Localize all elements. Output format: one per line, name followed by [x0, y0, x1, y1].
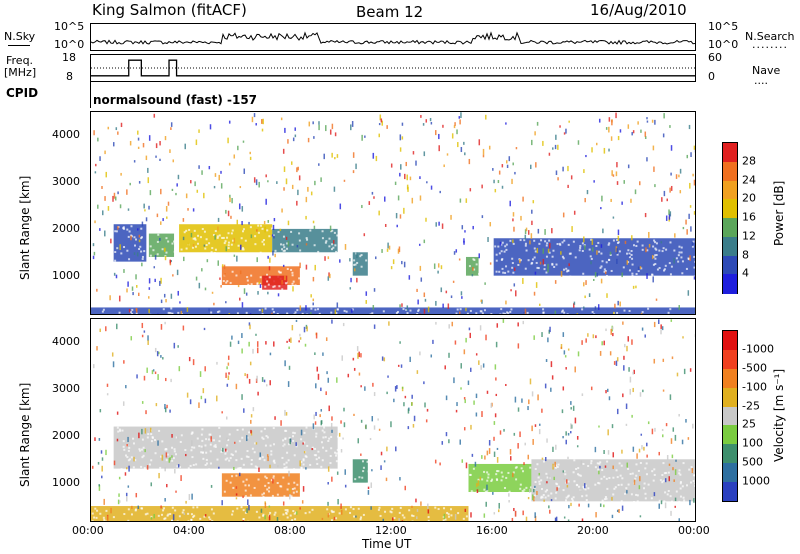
freq-line — [91, 59, 695, 77]
x-axis-label: Time UT — [362, 537, 412, 551]
x-tick-label: 12:00 — [375, 524, 407, 537]
colorbar-segment — [723, 368, 737, 389]
noise-right-bot: 10^0 — [708, 38, 739, 51]
colorbar-tick-label: 20 — [742, 191, 756, 205]
power-colorbar — [722, 142, 738, 294]
colorbar-tick-label: -25 — [742, 399, 760, 413]
y-tick-label: 1000 — [52, 475, 80, 489]
y-tick-label: 1000 — [52, 268, 80, 282]
date-title: 16/Aug/2010 — [590, 1, 687, 19]
colorbar-tick-label: 12 — [742, 229, 756, 243]
scatter-region-6 — [352, 252, 368, 276]
colorbar-segment — [723, 387, 737, 408]
colorbar-tick-label: -1000 — [742, 342, 774, 356]
power-colorbar-label: Power [dB] — [772, 180, 786, 246]
colorbar-segment — [723, 331, 737, 351]
colorbar-tick-label: 16 — [742, 210, 756, 224]
y-tick-label: 4000 — [52, 128, 80, 142]
nsearch-label: N.Search — [745, 30, 795, 43]
colorbar-tick-label: 24 — [742, 173, 756, 186]
colorbar-segment — [723, 425, 737, 445]
power-colorbar-ticks: 28 24 20 16 12 8 4 — [722, 142, 782, 294]
nsearch-dots: ........ — [752, 38, 788, 51]
colorbar-tick-label: 28 — [742, 154, 756, 168]
power-ylabel: Slant Range [km] — [18, 175, 32, 280]
y-tick-label: 2000 — [52, 428, 80, 442]
colorbar-segment — [723, 274, 737, 294]
velocity-colorbar — [722, 330, 738, 502]
scatter-region-5 — [262, 275, 288, 290]
velocity-ylabel: Slant Range [km] — [18, 382, 32, 487]
nave-right-top: 60 — [708, 51, 722, 64]
colorbar-segment — [723, 180, 737, 200]
colorbar-segment — [723, 463, 737, 483]
velocity-panel — [90, 318, 696, 522]
colorbar-segment — [723, 199, 737, 219]
nave-right-bot: 0 — [708, 70, 715, 83]
scatter-region-5 — [91, 506, 469, 521]
colorbar-tick-label: -500 — [742, 361, 767, 375]
x-tick-label: 00:00 — [72, 524, 104, 537]
scatter-region-1 — [221, 473, 300, 497]
colorbar-segment — [723, 218, 737, 238]
noise-line — [91, 31, 695, 45]
noise-panel — [90, 23, 696, 51]
x-tick-label: 04:00 — [173, 524, 205, 537]
freq-label: Freq. — [6, 54, 34, 67]
colorbar-segment — [723, 406, 737, 426]
colorbar-segment — [723, 236, 737, 256]
colorbar-tick-label: 500 — [742, 455, 763, 469]
colorbar-segment — [723, 255, 737, 275]
x-tick-label: 08:00 — [274, 524, 306, 537]
cpid-label: CPID — [6, 86, 39, 100]
colorbar-segment — [723, 482, 737, 502]
colorbar-tick-label: 1000 — [742, 474, 770, 488]
scatter-region-0 — [113, 224, 147, 262]
power-plot — [91, 112, 695, 314]
colorbar-tick-label: -100 — [742, 380, 767, 394]
cpid-marker — [90, 82, 91, 108]
x-tick-label: 00:00 — [678, 524, 710, 537]
velocity-colorbar-label: Velocity [m s⁻¹] — [772, 368, 786, 462]
beam-title: Beam 12 — [356, 3, 424, 21]
scatter-region-1 — [148, 233, 175, 257]
scatter-region-8 — [493, 238, 695, 276]
freq-trace — [91, 59, 695, 77]
colorbar-segment — [723, 444, 737, 464]
x-tick-label: 16:00 — [476, 524, 508, 537]
colorbar-tick-label: 100 — [742, 436, 763, 450]
colorbar-tick-label: 25 — [742, 417, 756, 431]
station-title: King Salmon (fitACF) — [92, 1, 247, 19]
noise-trace — [91, 31, 695, 45]
y-tick-label: 3000 — [52, 382, 80, 396]
scatter-region-7 — [465, 256, 479, 276]
freq-left-top: 18 — [62, 51, 76, 64]
nsky-line — [8, 45, 30, 46]
noise-left-bot: 10^0 — [54, 38, 85, 51]
scatter-region-2 — [352, 459, 368, 483]
nave-dots: .... — [754, 74, 768, 87]
colorbar-segment — [723, 143, 737, 163]
velocity-colorbar-ticks: -1000 -500 -100 -25 25 100 500 1000 — [722, 330, 782, 502]
freq-left-bot: 8 — [66, 70, 73, 83]
noise-left-top: 10^5 — [54, 20, 85, 33]
cpid-text: normalsound (fast) -157 — [93, 93, 258, 107]
y-tick-label: 2000 — [52, 221, 80, 235]
freq-panel — [90, 54, 696, 82]
nave-label: Nave — [752, 64, 781, 77]
x-tick-label: 20:00 — [577, 524, 609, 537]
colorbar-segment — [723, 161, 737, 181]
power-panel — [90, 111, 696, 315]
colorbar-tick-label: 4 — [742, 266, 749, 280]
nsky-label: N.Sky — [4, 30, 36, 43]
colorbar-segment — [723, 349, 737, 370]
y-tick-label: 3000 — [52, 175, 80, 189]
noise-right-top: 10^5 — [708, 20, 739, 33]
velocity-plot — [91, 319, 695, 521]
freq-unit-label: [MHz] — [4, 66, 37, 79]
colorbar-tick-label: 8 — [742, 248, 749, 261]
scatter-region-9 — [91, 307, 695, 314]
y-tick-label: 4000 — [52, 335, 80, 349]
